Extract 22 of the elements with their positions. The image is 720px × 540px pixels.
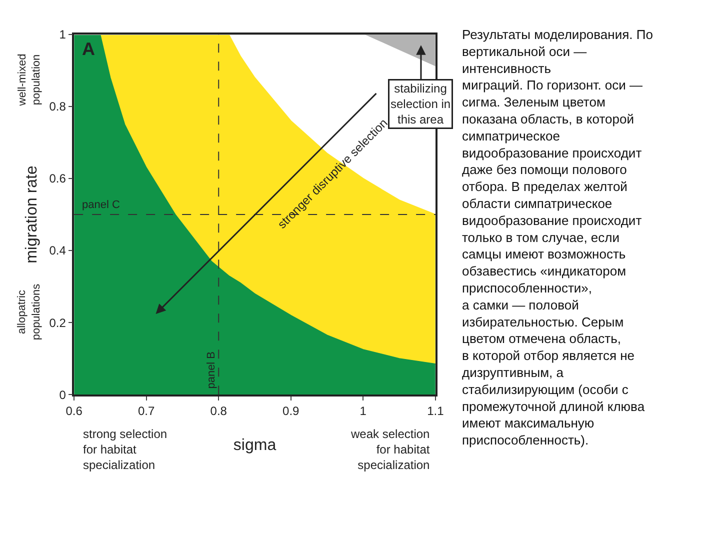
y-axis-title: migration rate <box>24 166 41 264</box>
ref-line-label: panel C <box>82 199 120 211</box>
text: allopatric populations <box>16 283 42 340</box>
annotation: A <box>82 39 95 59</box>
text: weak selection for habitat specialization <box>350 427 430 472</box>
y-tick-label: 1 <box>59 28 66 42</box>
text: well-mixed population <box>16 54 43 107</box>
y-tick-label: 0.6 <box>49 172 66 186</box>
x-axis-title: sigma <box>233 437 276 454</box>
x-tick-label: 1.1 <box>427 404 444 418</box>
text: strong selection for habitat specialization <box>83 427 168 472</box>
x-tick-label: 0.8 <box>210 404 228 418</box>
x-tick-label: 1 <box>360 404 367 418</box>
x-tick-label: 0.9 <box>282 404 300 418</box>
text: Результаты моделирования. По вертикальной оси — интенсивность миграций. По горизонт. оси — сигма. Зеленым цветом показана область, в которой симпатрическое видообразование происходит даже без помощи полового отбора. В пределах желтой области симпатрическое видообразование происходит только в том случае, если самцы имеют возможность обзавестись «индикатором приспособленности», а самки — половой избирательностью. Серым цветом отмечена область, в которой отбор является не дизруптивным, а стабилизирующим (особи с промежуточной длиной клюва имеют максимальную приспособленность). <box>462 27 653 448</box>
y-tick-label: 0.4 <box>49 244 66 258</box>
annotation: stabilizing selection in this area <box>390 82 451 127</box>
ref-line-label: panel B <box>205 351 218 389</box>
y-tick-label: 0.2 <box>49 316 66 330</box>
y-tick-label: 0.8 <box>49 100 66 114</box>
y-tick-label: 0 <box>59 388 66 402</box>
x-tick-label: 0.7 <box>138 404 156 418</box>
